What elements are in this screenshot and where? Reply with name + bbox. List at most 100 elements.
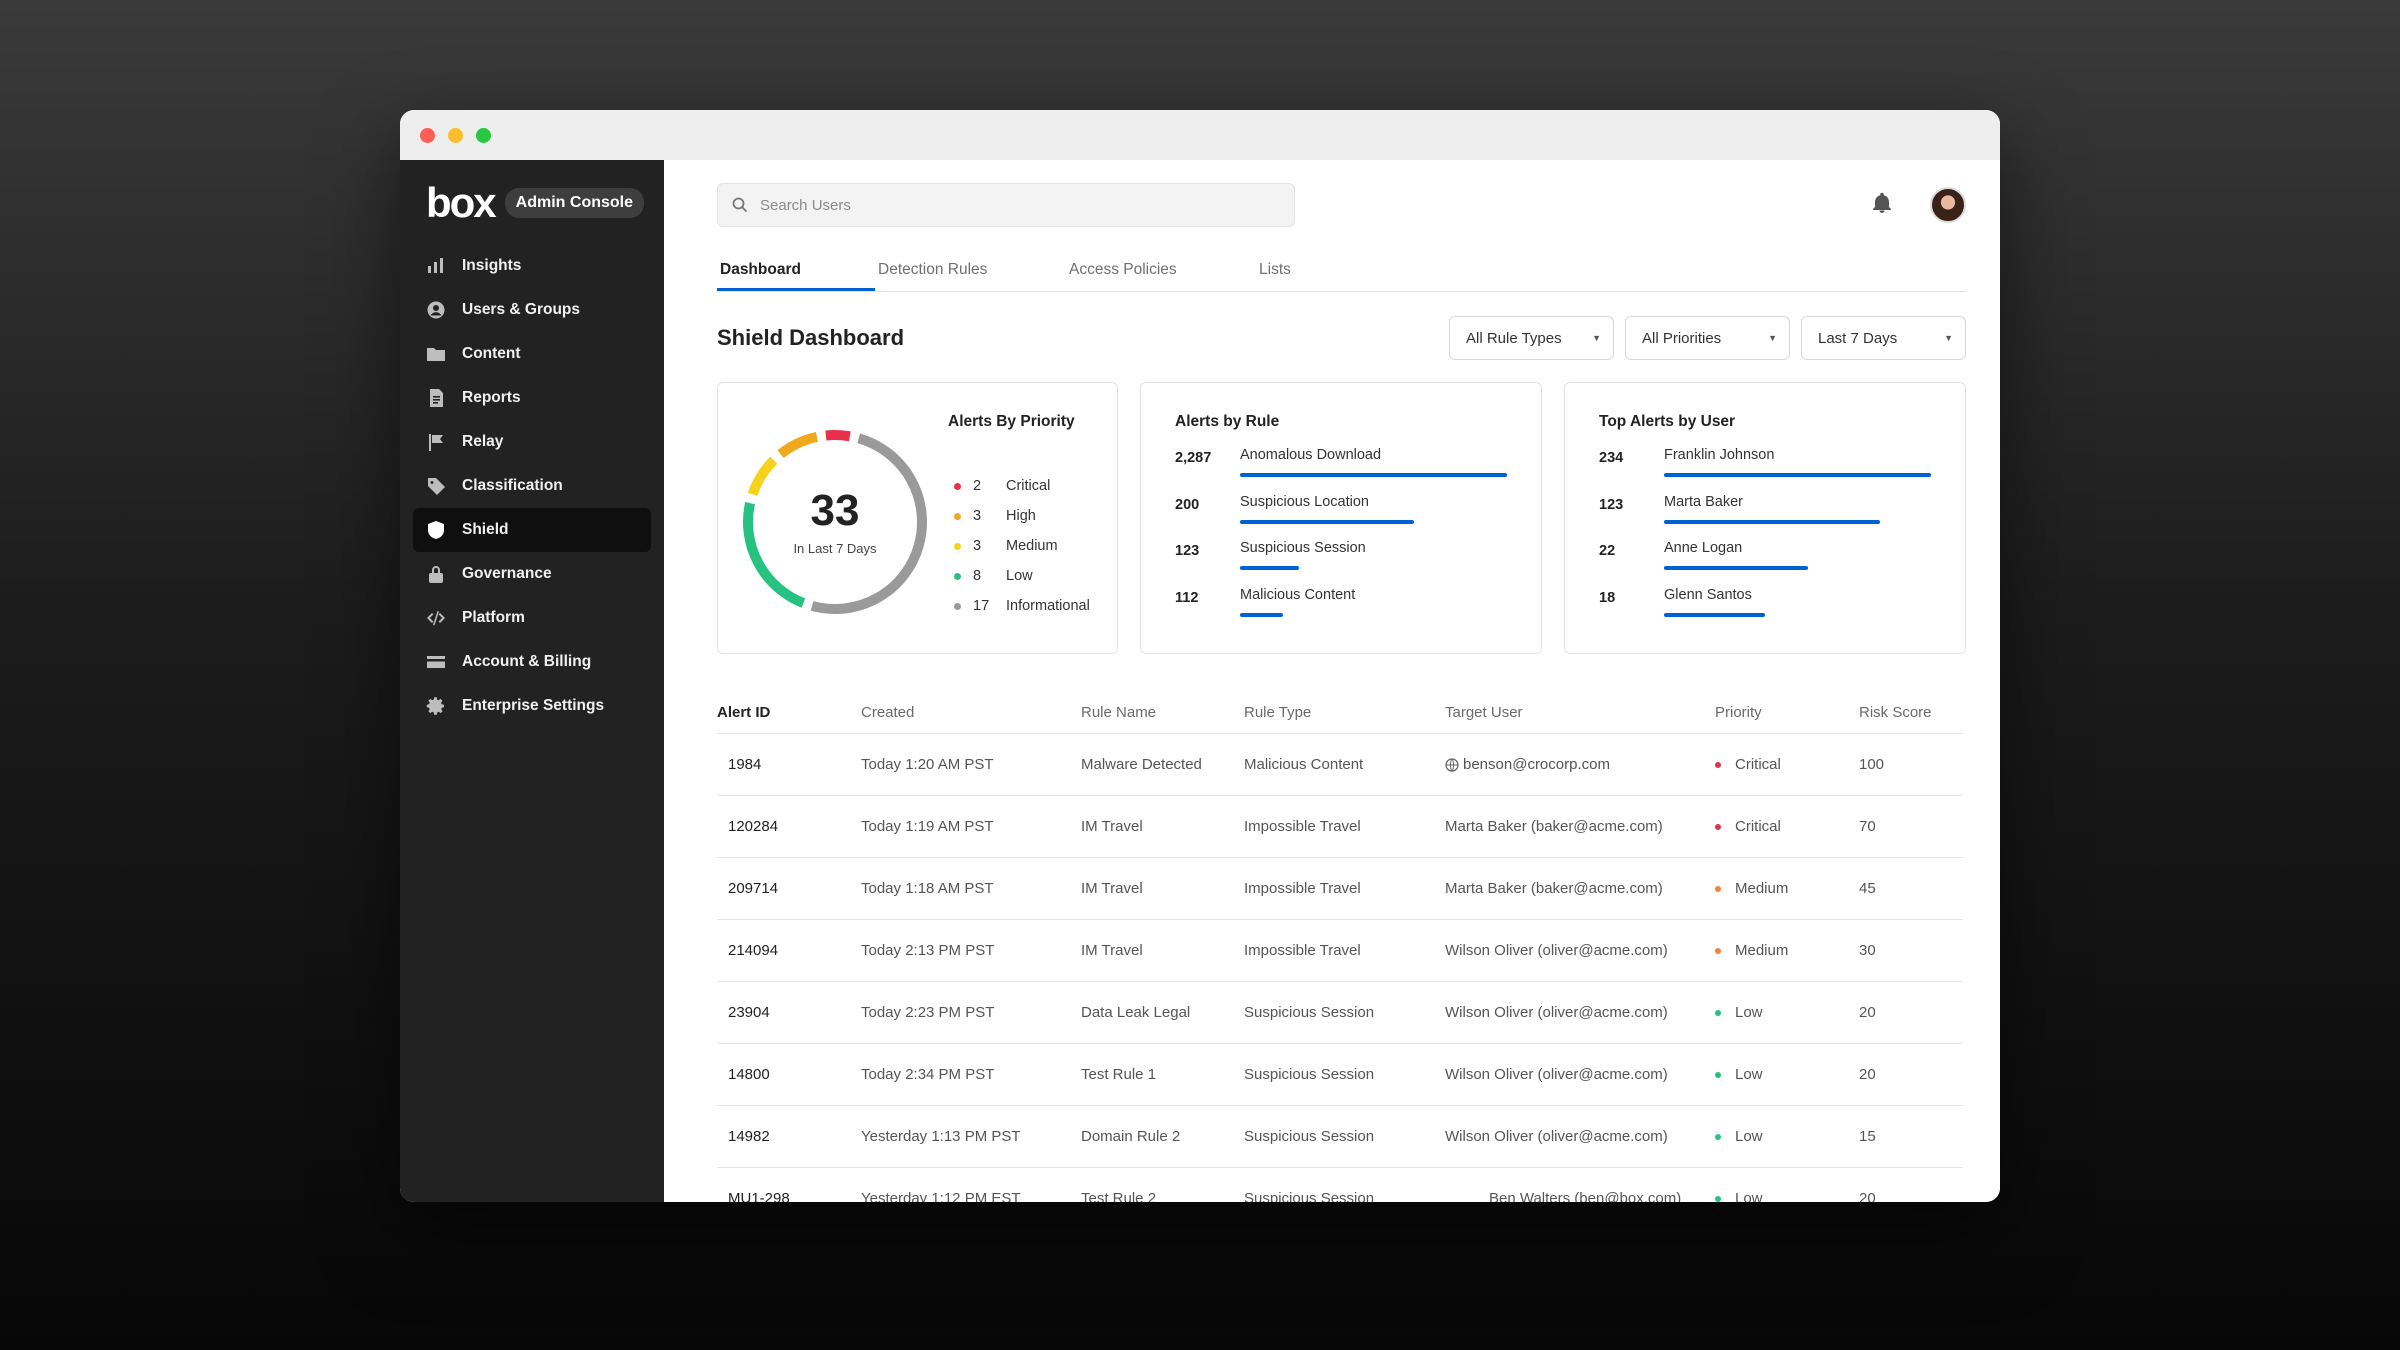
sidebar-item-insights[interactable]: Insights bbox=[413, 244, 651, 288]
sidebar-item-users-groups[interactable]: Users & Groups bbox=[413, 288, 651, 332]
sidebar-item-enterprise-settings[interactable]: Enterprise Settings bbox=[413, 684, 651, 728]
sidebar-item-relay[interactable]: Relay bbox=[413, 420, 651, 464]
bar-label: Malicious Content bbox=[1240, 586, 1356, 603]
user-bar-row[interactable]: 18 Glenn Santos bbox=[1599, 587, 1931, 634]
user-bar-row[interactable]: 234 Franklin Johnson bbox=[1599, 447, 1931, 494]
column-header[interactable]: Rule Type bbox=[1244, 704, 1312, 721]
sidebar-item-platform[interactable]: Platform bbox=[413, 596, 651, 640]
rule-bar-row[interactable]: 123 Suspicious Session bbox=[1175, 540, 1507, 587]
alert-id: 23904 bbox=[728, 1004, 770, 1021]
filter-bar: All Rule Types ▼ All Priorities ▼ Last 7 Day… bbox=[1449, 316, 1966, 360]
table-row[interactable]: 209714 Today 1:18 AM PST IM Travel Impossib… bbox=[717, 858, 1963, 920]
priority-donut: 33 In Last 7 Days bbox=[738, 425, 932, 619]
rule-type: Impossible Travel bbox=[1244, 942, 1361, 959]
code-icon bbox=[426, 608, 446, 628]
tab-detection-rules[interactable]: Detection Rules bbox=[878, 261, 988, 278]
priority-dot-icon bbox=[954, 512, 961, 520]
sidebar-item-classification[interactable]: Classification bbox=[413, 464, 651, 508]
caret-down-icon: ▼ bbox=[1768, 333, 1777, 343]
priority-dot-icon bbox=[954, 602, 961, 610]
target-user: Marta Baker (baker@acme.com) bbox=[1445, 818, 1663, 835]
rule-name: Data Leak Legal bbox=[1081, 1004, 1191, 1021]
sidebar-item-label: Shield bbox=[462, 521, 509, 538]
risk-score: 45 bbox=[1859, 880, 1876, 897]
bar-label: Suspicious Session bbox=[1240, 540, 1366, 556]
priority-filter[interactable]: All Priorities ▼ bbox=[1625, 316, 1790, 360]
search-input[interactable] bbox=[760, 196, 1260, 214]
user-list: 234 Franklin Johnson 123 Marta Baker 22 Anne … bbox=[1599, 447, 1931, 633]
table-row[interactable]: 14982 Yesterday 1:13 PM PST Domain Rule 2 S… bbox=[717, 1106, 1963, 1168]
column-header[interactable]: Risk Score bbox=[1859, 704, 1932, 721]
bar-value: 123 bbox=[1599, 496, 1624, 513]
bar-fill bbox=[1240, 519, 1414, 524]
table-row[interactable]: 23904 Today 2:23 PM PST Data Leak Legal Sus… bbox=[717, 982, 1963, 1044]
sidebar-item-content[interactable]: Content bbox=[413, 332, 651, 376]
rule-type-filter[interactable]: All Rule Types ▼ bbox=[1449, 316, 1614, 360]
bar-fill bbox=[1664, 566, 1809, 570]
tab-dashboard[interactable]: Dashboard bbox=[717, 261, 875, 291]
sidebar-item-account-billing[interactable]: Account & Billing bbox=[413, 640, 651, 684]
column-header[interactable]: Created bbox=[861, 704, 915, 721]
table-row[interactable]: 214094 Today 2:13 PM PST IM Travel Impossib… bbox=[717, 920, 1963, 982]
table-row[interactable]: 120284 Today 1:19 AM PST IM Travel Impossib… bbox=[717, 796, 1963, 858]
bar-label: Franklin Johnson bbox=[1664, 447, 1775, 463]
alert-id: MU1-298 bbox=[728, 1190, 790, 1202]
priority-count: 8 bbox=[973, 568, 982, 584]
sidebar-item-label: Governance bbox=[462, 565, 552, 582]
created-time: Today 2:23 PM PST bbox=[861, 1004, 995, 1021]
rule-name: IM Travel bbox=[1081, 880, 1143, 897]
folder-icon bbox=[426, 344, 446, 364]
rule-bar-row[interactable]: 200 Suspicious Location bbox=[1175, 494, 1507, 541]
column-header[interactable]: Priority bbox=[1715, 704, 1762, 721]
target-user: Marta Baker (baker@acme.com) bbox=[1445, 880, 1663, 897]
priority-count: 17 bbox=[973, 598, 990, 614]
user-bar-row[interactable]: 22 Anne Logan bbox=[1599, 540, 1931, 587]
rule-bar-row[interactable]: 112 Malicious Content bbox=[1175, 587, 1507, 634]
bar-label: Anne Logan bbox=[1664, 540, 1743, 556]
rule-bar-row[interactable]: 2,287 Anomalous Download bbox=[1175, 447, 1507, 494]
alerts-table: Alert ID Created Rule Name Rule Type Target … bbox=[717, 692, 1963, 1202]
priority-dot-icon bbox=[954, 572, 961, 580]
bar-label: Anomalous Download bbox=[1240, 447, 1382, 463]
maximize-window-button[interactable] bbox=[476, 127, 491, 143]
risk-score: 70 bbox=[1859, 818, 1876, 835]
column-header[interactable]: Rule Name bbox=[1081, 704, 1157, 721]
table-row[interactable]: MU1-298 Yesterday 1:12 PM EST Test Rule 2 S… bbox=[717, 1168, 1963, 1202]
tab-access-policies[interactable]: Access Policies bbox=[1069, 261, 1177, 278]
admin-console-badge: Admin Console bbox=[504, 188, 645, 218]
created-time: Today 1:20 AM PST bbox=[861, 756, 994, 773]
user-bar-row[interactable]: 123 Marta Baker bbox=[1599, 494, 1931, 541]
column-header[interactable]: Target User bbox=[1445, 704, 1523, 721]
bell-icon[interactable] bbox=[1870, 191, 1894, 220]
priority-legend-item: 8 Low bbox=[954, 561, 1090, 591]
created-time: Today 1:18 AM PST bbox=[861, 880, 994, 897]
table-row[interactable]: 1984 Today 1:20 AM PST Malware Detected Mal… bbox=[717, 734, 1963, 796]
close-window-button[interactable] bbox=[420, 127, 435, 143]
bar-value: 234 bbox=[1599, 450, 1624, 466]
created-time: Yesterday 1:12 PM EST bbox=[861, 1190, 1021, 1202]
sidebar-item-reports[interactable]: Reports bbox=[413, 376, 651, 420]
user-avatar[interactable] bbox=[1930, 187, 1966, 223]
risk-score: 30 bbox=[1859, 942, 1876, 959]
sidebar-nav: Insights Users & Groups Content Reports Rela… bbox=[413, 244, 651, 728]
table-row[interactable]: 14800 Today 2:34 PM PST Test Rule 1 Suspici… bbox=[717, 1044, 1963, 1106]
minimize-window-button[interactable] bbox=[448, 127, 463, 143]
rule-name: Test Rule 2 bbox=[1081, 1190, 1157, 1202]
box-logo[interactable]: box bbox=[426, 179, 497, 226]
sidebar-item-governance[interactable]: Governance bbox=[413, 552, 651, 596]
rule-type: Suspicious Session bbox=[1244, 1190, 1375, 1202]
target-user: Wilson Oliver (oliver@acme.com) bbox=[1445, 942, 1668, 959]
tab-lists[interactable]: Lists bbox=[1259, 261, 1291, 278]
sidebar-item-label: Users & Groups bbox=[462, 301, 581, 318]
caret-down-icon: ▼ bbox=[1944, 333, 1953, 343]
sidebar-item-shield[interactable]: Shield bbox=[413, 508, 651, 552]
priority-value: Low bbox=[1735, 1004, 1763, 1021]
date-range-filter[interactable]: Last 7 Days ▼ bbox=[1801, 316, 1966, 360]
target-user: Wilson Oliver (oliver@acme.com) bbox=[1445, 1004, 1668, 1021]
sidebar-item-label: Account & Billing bbox=[462, 653, 592, 670]
priority-dot-icon bbox=[1715, 1010, 1721, 1017]
column-header[interactable]: Alert ID bbox=[717, 704, 771, 721]
bar-fill bbox=[1664, 612, 1766, 617]
table-header: Alert ID Created Rule Name Rule Type Target … bbox=[717, 692, 1963, 734]
donut-segment-low bbox=[743, 502, 806, 608]
